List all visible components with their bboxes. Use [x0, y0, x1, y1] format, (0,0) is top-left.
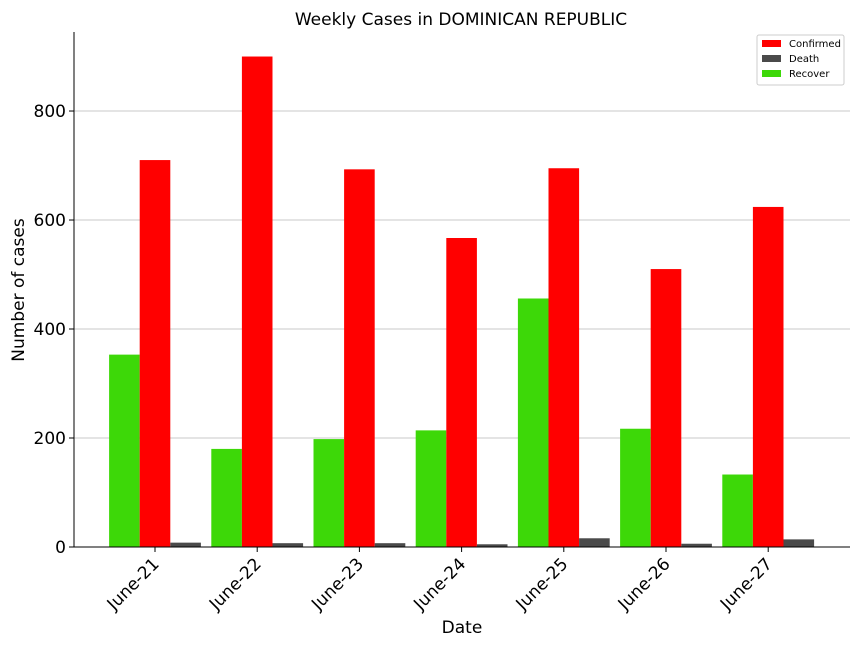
- legend: Confirmed Death Recover: [756, 34, 845, 86]
- bar-confirmed-june-24: [446, 238, 477, 547]
- bar-confirmed-june-25: [548, 168, 580, 547]
- x-tick-label: June-26: [614, 554, 675, 615]
- legend-swatch-recover: [762, 70, 781, 77]
- bar-confirmed-june-26: [650, 269, 682, 547]
- bars: [109, 56, 815, 548]
- x-axis-label: Date: [442, 618, 483, 638]
- bar-confirmed-june-21: [139, 160, 171, 547]
- legend-label-recover: Recover: [789, 69, 830, 80]
- x-tick-label: June-21: [103, 554, 164, 615]
- y-axis-ticks: 0 200 400 600 800: [34, 102, 74, 558]
- bar-death-june-22: [272, 543, 304, 547]
- bar-recover-june-22: [211, 448, 242, 547]
- bar-death-june-26: [681, 543, 712, 547]
- chart-title: Weekly Cases in DOMINICAN REPUBLIC: [295, 10, 627, 30]
- bar-confirmed-june-23: [344, 169, 375, 548]
- y-tick-label: 0: [55, 538, 66, 558]
- bar-recover-june-25: [517, 298, 549, 547]
- x-tick-label: June-27: [716, 554, 777, 615]
- bar-confirmed-june-22: [241, 56, 273, 548]
- y-tick-label: 800: [34, 102, 66, 122]
- x-axis-ticks: June-21 June-22 June-23 June-24 June-25 June-…: [103, 547, 777, 615]
- bar-recover-june-23: [313, 439, 345, 547]
- bar-recover-june-21: [109, 354, 140, 547]
- bar-recover-june-24: [415, 430, 447, 547]
- y-axis-label: Number of cases: [9, 218, 29, 362]
- x-tick-label: June-25: [512, 554, 573, 615]
- x-tick-label: June-23: [307, 554, 368, 615]
- legend-label-confirmed: Confirmed: [789, 39, 841, 50]
- y-tick-label: 200: [34, 429, 66, 449]
- x-tick-label: June-24: [409, 554, 470, 615]
- bar-recover-june-26: [620, 428, 651, 547]
- y-tick-label: 400: [34, 320, 66, 340]
- bar-recover-june-27: [722, 474, 753, 547]
- legend-swatch-confirmed: [762, 40, 781, 47]
- legend-label-death: Death: [789, 54, 819, 65]
- bar-confirmed-june-27: [752, 206, 784, 547]
- bar-death-june-23: [374, 543, 406, 547]
- y-tick-label: 600: [34, 211, 66, 231]
- bar-death-june-27: [783, 539, 815, 547]
- legend-swatch-death: [762, 55, 781, 62]
- bar-death-june-21: [170, 542, 201, 547]
- x-tick-label: June-22: [205, 554, 266, 615]
- bar-death-june-25: [579, 538, 610, 547]
- bar-death-june-24: [476, 544, 508, 547]
